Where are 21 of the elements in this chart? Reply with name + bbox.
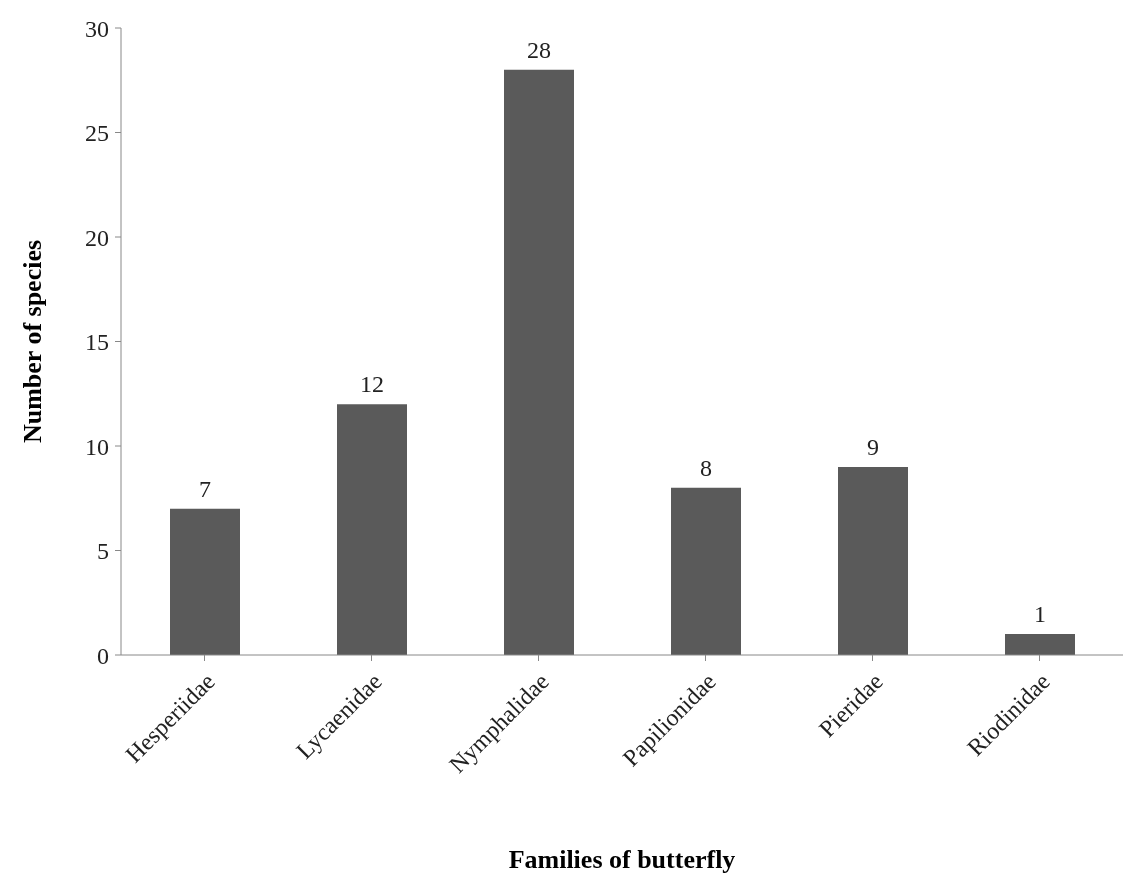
bar [170,508,240,655]
data-label: 7 [199,475,211,502]
bar [337,404,407,655]
data-label: 1 [1034,601,1046,628]
y-tick-label: 5 [97,538,109,565]
y-tick-label: 10 [85,433,109,460]
x-axis-title: Families of butterfly [508,845,736,874]
data-label: 12 [360,371,384,398]
bar [1005,634,1075,655]
data-label: 28 [527,36,551,63]
y-tick-label: 30 [85,15,109,42]
y-tick-label: 25 [85,120,109,147]
y-tick-label: 0 [97,642,109,669]
data-label: 8 [700,454,712,481]
data-label: 9 [867,433,879,460]
y-axis-title: Number of species [18,239,48,444]
y-tick-label: 20 [85,224,109,251]
y-tick-label: 15 [85,329,109,356]
bar [671,487,741,655]
bar [504,69,574,655]
bar [838,466,908,655]
